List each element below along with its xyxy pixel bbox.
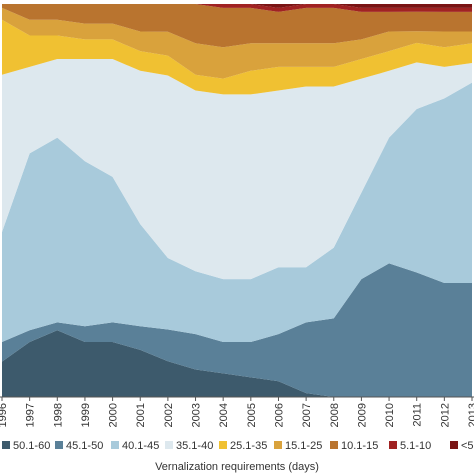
x-tick-label: 2005 [246,403,258,427]
x-tick-label: 2011 [412,403,424,427]
legend-swatch [330,441,338,449]
legend-swatch [55,441,63,449]
x-tick-label: 2013 [467,403,474,427]
x-tick-label: 2001 [135,403,147,427]
legend-swatch [274,441,282,449]
legend-label: 10.1-15 [341,440,378,452]
x-tick-label: 2004 [218,403,230,427]
area-series-2 [2,263,472,397]
legend-label: 50.1-60 [13,440,50,452]
area-series-8 [2,4,472,12]
area-series-7 [2,4,472,48]
x-tick-label: 2000 [108,403,120,427]
x-axis-ticks: 1996 1997 1998 1999 2000 2001 2002 2003 2004 2005… [0,397,474,427]
legend-label: 35.1-40 [176,440,213,452]
legend-label: <5 [461,440,474,452]
x-tick-label: 1996 [0,403,9,427]
x-tick-label: 1999 [80,403,92,427]
legend-swatch [165,441,173,449]
area-series-5 [2,19,472,95]
legend-swatch [450,441,458,449]
x-tick-label: 2008 [329,403,341,427]
area-series-9 [2,4,472,8]
x-tick-label: 1998 [52,403,64,427]
x-tick-label: 2006 [273,403,285,427]
x-tick-label: 2010 [384,403,396,427]
legend: 50.1-60 45.1-50 40.1-45 35.1-40 25.1-35 15.1-… [2,440,474,452]
x-axis-title: Vernalization requirements (days) [155,461,319,473]
legend-swatch [2,441,10,449]
area-series-group [2,4,472,397]
x-tick-label: 2002 [163,403,175,427]
legend-swatch [219,441,227,449]
area-series-1 [2,330,472,397]
legend-label: 40.1-45 [122,440,159,452]
legend-swatch [389,441,397,449]
area-series-3 [2,82,472,342]
legend-swatch [111,441,119,449]
x-tick-label: 2003 [191,403,203,427]
area-series-4 [2,59,472,280]
legend-label: 25.1-35 [230,440,267,452]
x-tick-label: 2009 [356,403,368,427]
x-tick-label: 2007 [301,403,313,427]
legend-label: 15.1-25 [285,440,322,452]
legend-label: 5.1-10 [400,440,431,452]
area-series-6 [2,7,472,79]
x-tick-label: 1997 [25,403,37,427]
legend-label: 45.1-50 [66,440,103,452]
x-tick-label: 2012 [439,403,451,427]
